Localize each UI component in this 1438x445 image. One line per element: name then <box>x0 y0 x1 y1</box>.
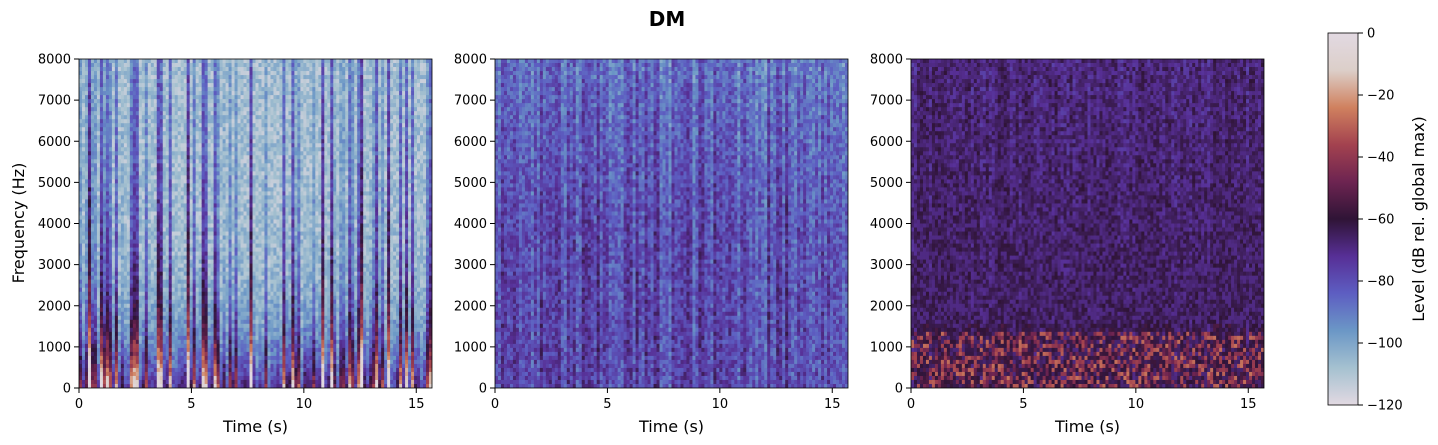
y-tick-label: 5000 <box>38 176 71 191</box>
y-tick-label: 5000 <box>870 176 903 191</box>
x-tick-label: 0 <box>491 397 499 412</box>
colorbar-tick-label: −20 <box>1367 89 1394 104</box>
y-tick-label: 3000 <box>870 258 903 273</box>
colorbar-label: Level (dB rel. global max) <box>1409 116 1428 321</box>
spectrogram-panel-3: 0 1000 2000 3000 4000 5000 6000 7000 8000 0 5 10 15 T… <box>870 53 1265 436</box>
y-tick-label: 6000 <box>870 135 903 150</box>
y-tick-label: 5000 <box>454 176 487 191</box>
y-tick-label: 1000 <box>870 340 903 355</box>
x-tick-label: 15 <box>1240 397 1257 412</box>
y-tick-label: 4000 <box>38 217 71 232</box>
colorbar-tick-label: −60 <box>1367 213 1394 228</box>
y-tick-label: 0 <box>479 382 487 397</box>
y-tick-label: 4000 <box>870 217 903 232</box>
y-tick-label: 8000 <box>870 53 903 68</box>
x-tick-label: 10 <box>296 397 313 412</box>
x-axis-label: Time (s) <box>638 417 704 436</box>
y-tick-label: 1000 <box>38 340 71 355</box>
x-tick-label: 5 <box>603 397 611 412</box>
y-tick-label: 8000 <box>454 53 487 68</box>
y-tick-label: 2000 <box>454 299 487 314</box>
y-tick-label: 6000 <box>454 135 487 150</box>
colorbar-tick-label: 0 <box>1367 27 1375 42</box>
colorbar-tick-label: −80 <box>1367 275 1394 290</box>
spectrogram-panel-1: 0 1000 2000 3000 4000 5000 6000 7000 8000 0 5 10 15 T… <box>38 53 433 436</box>
y-tick-label: 0 <box>895 382 903 397</box>
colorbar: 0 −20 −40 −60 −80 −100 −120 Level (dB rel. glo… <box>1327 27 1428 414</box>
x-tick-label: 0 <box>907 397 915 412</box>
colorbar-tick-label: −120 <box>1367 399 1403 414</box>
y-tick-label: 3000 <box>454 258 487 273</box>
spectrogram-image <box>911 59 1264 388</box>
figure-title: DM <box>649 7 686 31</box>
spectrogram-image <box>79 59 432 388</box>
y-tick-label: 8000 <box>38 53 71 68</box>
spectrogram-panel-2: 0 1000 2000 3000 4000 5000 6000 7000 8000 0 5 10 15 T… <box>454 53 849 436</box>
y-tick-label: 7000 <box>870 94 903 109</box>
y-tick-label: 6000 <box>38 135 71 150</box>
x-axis-label: Time (s) <box>222 417 288 436</box>
y-tick-label: 2000 <box>38 299 71 314</box>
y-tick-label: 2000 <box>870 299 903 314</box>
x-tick-label: 10 <box>712 397 729 412</box>
spectrogram-image <box>495 59 848 388</box>
colorbar-tick-label: −40 <box>1367 151 1394 166</box>
x-axis-label: Time (s) <box>1054 417 1120 436</box>
y-tick-label: 3000 <box>38 258 71 273</box>
x-tick-label: 10 <box>1128 397 1145 412</box>
x-tick-label: 15 <box>408 397 425 412</box>
colorbar-gradient <box>1327 32 1359 406</box>
y-axis-label: Frequency (Hz) <box>9 163 28 284</box>
y-tick-label: 7000 <box>38 94 71 109</box>
colorbar-ticks: 0 −20 −40 −60 −80 −100 −120 <box>1358 27 1403 414</box>
y-tick-label: 7000 <box>454 94 487 109</box>
x-tick-label: 0 <box>75 397 83 412</box>
y-tick-label: 0 <box>63 382 71 397</box>
colorbar-tick-label: −100 <box>1367 337 1403 352</box>
x-tick-label: 5 <box>1019 397 1027 412</box>
x-tick-label: 15 <box>824 397 841 412</box>
y-tick-label: 4000 <box>454 217 487 232</box>
y-tick-label: 1000 <box>454 340 487 355</box>
x-tick-label: 5 <box>187 397 195 412</box>
